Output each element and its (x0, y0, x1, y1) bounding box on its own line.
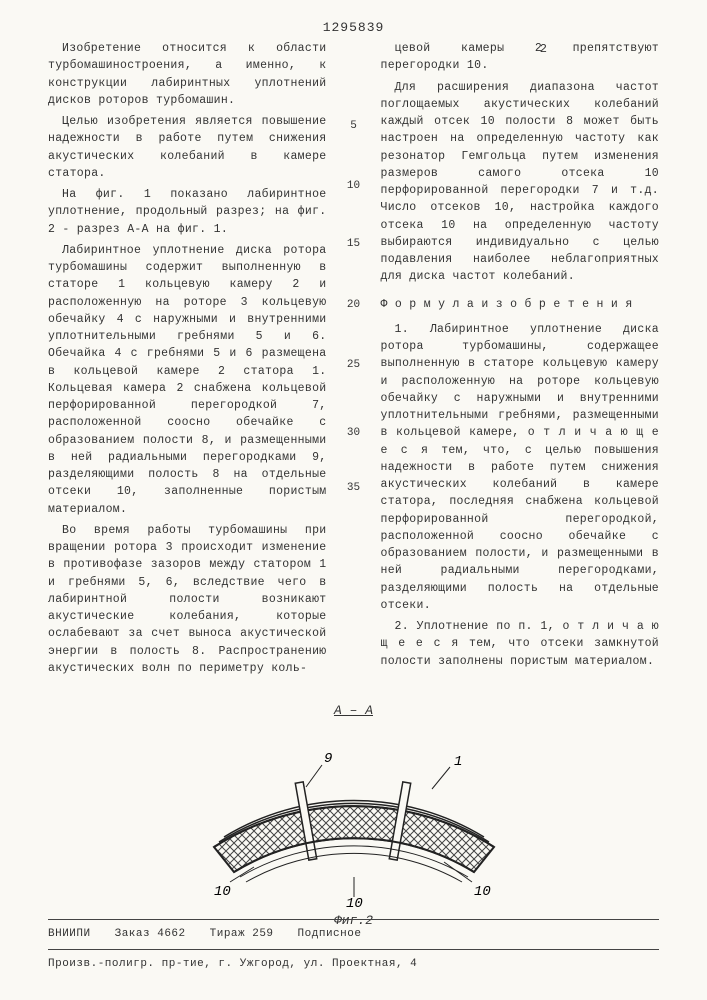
page: 1295839 2 Изобретение относится к област… (0, 0, 707, 1000)
left-column: Изобретение относится к области турбомаш… (48, 40, 327, 681)
footer-sub: Подписное (298, 926, 362, 943)
footer: ВНИИПИ Заказ 4662 Тираж 259 Подписное Пр… (48, 913, 659, 972)
paragraph: Во время работы турбомашины при вращении… (48, 522, 327, 677)
figure-2: А – А 9 1 10 (48, 701, 659, 930)
label-9: 9 (324, 751, 332, 767)
line-number: 30 (347, 425, 360, 442)
line-number: 20 (347, 297, 360, 314)
claim: 2. Уплотнение по п. 1, о т л и ч а ю щ е… (381, 618, 660, 670)
patent-number: 1295839 (323, 18, 385, 38)
body-columns: Изобретение относится к области турбомаш… (48, 40, 659, 681)
label-10b: 10 (474, 884, 491, 900)
formula-title: Ф о р м у л а и з о б р е т е н и я (381, 296, 660, 313)
line-number: 35 (347, 480, 360, 497)
right-column: цевой камеры 2 препятствуют перегородки … (381, 40, 660, 681)
paragraph: На фиг. 1 показано лабиринтное уплотнени… (48, 186, 327, 238)
footer-tiraz: Тираж 259 (210, 926, 274, 943)
line-number-gutter: 5 10 15 20 25 30 35 (343, 40, 365, 681)
paragraph: Изобретение относится к области турбомаш… (48, 40, 327, 109)
paragraph: Лабиринтное уплотнение диска ротора турб… (48, 242, 327, 518)
claim: 1. Лабиринтное уплотнение диска ротора т… (381, 321, 660, 614)
line-number: 5 (350, 118, 357, 135)
paragraph: цевой камеры 2 препятствуют перегородки … (381, 40, 660, 75)
footer-org: ВНИИПИ (48, 926, 91, 943)
figure-svg: 9 1 10 10 10 (174, 727, 534, 907)
label-10c: 10 (346, 896, 363, 907)
line-number: 15 (347, 236, 360, 253)
paragraph: Целью изобретения является повышение над… (48, 113, 327, 182)
section-label: А – А (48, 701, 659, 721)
line-number: 10 (347, 178, 360, 195)
paragraph: Для расширения диапазона частот поглощае… (381, 79, 660, 286)
label-1: 1 (454, 754, 462, 770)
footer-order: Заказ 4662 (115, 926, 186, 943)
label-10a: 10 (214, 884, 231, 900)
line-number: 25 (347, 357, 360, 374)
footer-addr: Произв.-полигр. пр‑тие, г. Ужгород, ул. … (48, 956, 659, 973)
